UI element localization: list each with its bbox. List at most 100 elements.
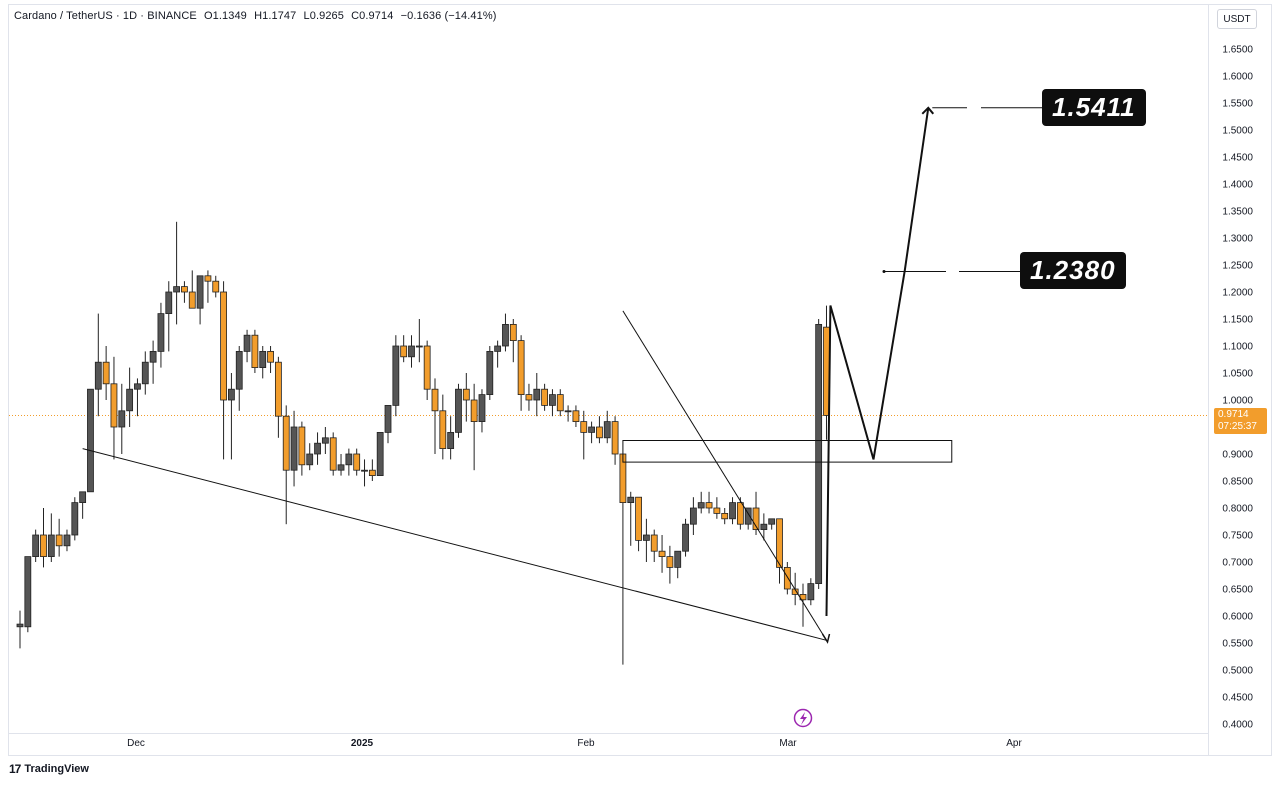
candle-body [682, 523, 689, 552]
candle [345, 448, 353, 476]
candle [228, 373, 235, 460]
candle [439, 394, 447, 460]
candle-body [251, 334, 259, 369]
candle [47, 513, 55, 562]
tradingview-logo[interactable]: 17 TradingView [9, 762, 89, 776]
candle-body [274, 361, 282, 417]
y-tick-label: 1.0500 [1222, 369, 1253, 380]
y-tick-label: 1.2500 [1222, 261, 1253, 272]
candle [157, 302, 165, 368]
candle-body [580, 421, 588, 433]
candle-body [713, 507, 721, 514]
candle-body [462, 388, 470, 401]
candle [549, 389, 556, 417]
entry-arrowhead [821, 633, 831, 644]
candle [181, 281, 188, 303]
candle [556, 389, 564, 417]
candle [173, 221, 181, 325]
y-tick-label: 1.1000 [1222, 342, 1253, 353]
candle [188, 270, 196, 309]
candle-body [509, 323, 517, 341]
candle [298, 421, 306, 476]
candle-body [102, 361, 110, 385]
candle [204, 270, 212, 303]
target-label-1: 1.5411 [1042, 89, 1146, 126]
wedge-lower-trendline [82, 448, 827, 641]
candle [87, 388, 94, 493]
candle [666, 545, 674, 584]
candle [267, 346, 274, 373]
candle [321, 427, 329, 454]
candle-body [118, 410, 126, 428]
candle-body [345, 453, 353, 466]
candle-body [603, 421, 611, 439]
candle [40, 508, 47, 568]
candle [462, 373, 470, 422]
candle-body [79, 491, 87, 503]
candle [721, 508, 729, 525]
candle-body [674, 550, 682, 568]
candle [71, 497, 79, 541]
x-tick-label: Feb [577, 738, 595, 749]
candle-body [643, 534, 650, 541]
y-tick-label: 0.5500 [1222, 639, 1253, 650]
candle-body [752, 507, 760, 531]
candle [768, 518, 776, 530]
time-axis-labels: Dec 2025 Feb Mar Apr [127, 738, 1022, 749]
y-tick-label: 0.9000 [1222, 450, 1253, 461]
candle-body [650, 534, 658, 552]
candle-body [87, 388, 94, 493]
candle-body [165, 291, 173, 315]
candle-body [556, 394, 564, 412]
symbol-legend[interactable]: Cardano / TetherUS · 1D · BINANCE O1.134… [14, 10, 500, 22]
candle-body [196, 275, 204, 309]
candle [697, 491, 705, 514]
candle-body [689, 507, 697, 525]
candle [55, 518, 63, 557]
candle [274, 356, 282, 438]
candle [713, 497, 721, 519]
candle-body [392, 345, 400, 406]
candle [306, 443, 314, 471]
time-axis-border [8, 733, 1208, 734]
candle [533, 373, 541, 417]
candle [165, 281, 173, 352]
candle-body [415, 345, 423, 348]
candle [384, 404, 392, 444]
candle-body [533, 388, 541, 401]
candle-body [776, 518, 783, 568]
candle [376, 431, 384, 476]
projection-arrowhead [921, 106, 935, 115]
candle-body [141, 361, 149, 385]
candle-body [729, 502, 736, 520]
candle-body [517, 340, 525, 396]
candle-body [16, 623, 24, 628]
candle-body [502, 323, 509, 347]
currency-button[interactable]: USDT [1217, 9, 1257, 29]
candle [141, 351, 149, 395]
candlestick-series [16, 221, 830, 665]
candle-body [243, 334, 251, 352]
candle-body [376, 431, 384, 476]
candle-body [24, 556, 32, 628]
x-tick-label: Apr [1006, 738, 1022, 749]
y-tick-label: 1.3000 [1222, 234, 1253, 245]
candle-body [635, 496, 642, 541]
candle [619, 453, 627, 665]
candle [760, 513, 768, 541]
candle [314, 432, 321, 465]
candle-body [188, 291, 196, 309]
candle-body [361, 469, 368, 472]
candle [776, 518, 783, 584]
candle [674, 550, 682, 579]
candle [643, 518, 650, 562]
candle [32, 529, 40, 562]
candle-body [588, 426, 595, 433]
candle-body [212, 280, 220, 293]
symbol-title[interactable]: Cardano / TetherUS · 1D · BINANCE [14, 10, 197, 22]
y-tick-label: 1.0000 [1222, 396, 1253, 407]
candle-body [697, 502, 705, 509]
candle [361, 459, 368, 487]
y-tick-label: 1.3500 [1222, 207, 1253, 218]
